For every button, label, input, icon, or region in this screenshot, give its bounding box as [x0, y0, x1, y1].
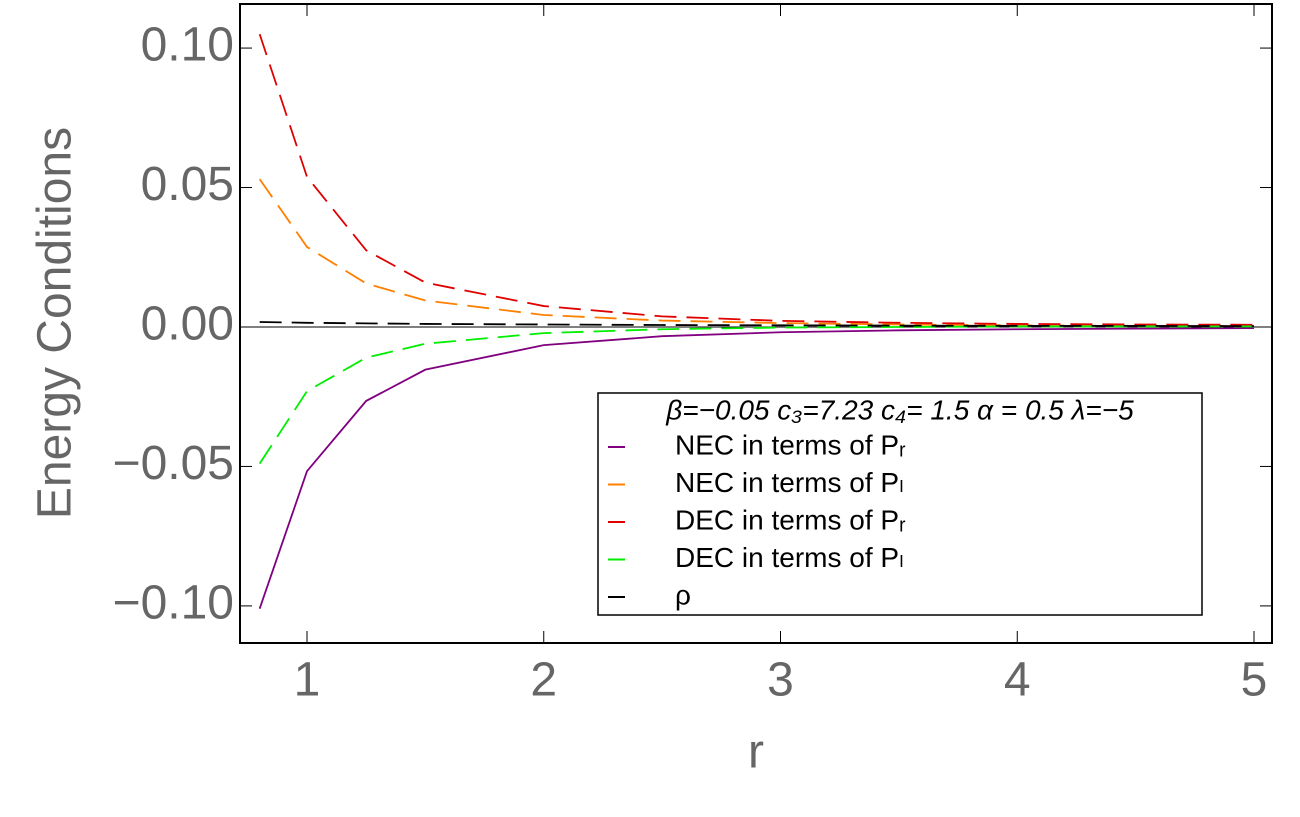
series-line: [258, 178, 1255, 328]
legend-label: DEC in terms of Pₗ: [675, 542, 904, 573]
y-tick-label: −0.05: [113, 437, 234, 490]
plot-frame: [239, 3, 1273, 644]
legend-label: NEC in terms of Pₗ: [675, 467, 904, 498]
x-tick-label: 1: [294, 654, 321, 707]
series-line: [259, 321, 1255, 328]
legend-label: NEC in terms of Pᵣ: [675, 429, 906, 460]
series-line: [258, 33, 1255, 326]
x-tick-label: 4: [1004, 654, 1031, 707]
y-axis-label: Energy Conditions: [29, 127, 82, 519]
x-tick-label: 3: [767, 654, 794, 707]
y-tick-label: 0.05: [141, 158, 234, 211]
legend-title: β=−0.05 c₃=7.23 c₄= 1.5 α = 0.5 λ=−5: [665, 394, 1134, 425]
legend-box: [597, 392, 1203, 616]
y-tick-label: 0.10: [141, 19, 234, 72]
legend-label: ρ: [675, 579, 691, 610]
x-tick-label: 2: [530, 654, 557, 707]
series-line: [258, 325, 1255, 465]
y-tick-label: −0.10: [113, 577, 234, 630]
series-line: [258, 327, 1255, 609]
y-tick-label: 0.00: [141, 298, 234, 351]
x-tick-label: 5: [1241, 654, 1268, 707]
legend-label: DEC in terms of Pᵣ: [675, 504, 906, 535]
x-axis-label: r: [748, 726, 764, 779]
